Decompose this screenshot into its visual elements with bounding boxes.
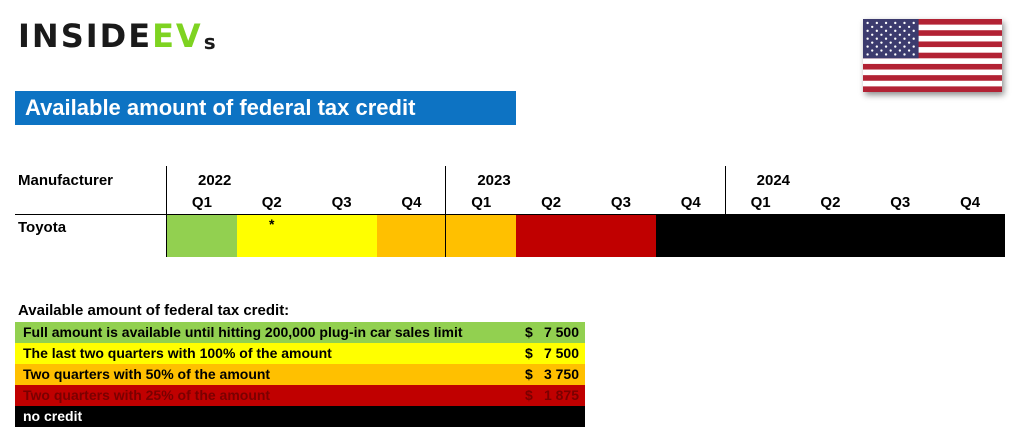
us-flag-icon (863, 19, 1002, 92)
timeline-cell (795, 214, 866, 257)
quarter-label: Q1 (750, 194, 771, 211)
legend-item-amount: 7 500 (543, 324, 579, 340)
timeline-cell (376, 214, 447, 257)
quarter-label: Q2 (820, 194, 841, 211)
quarter-label: Q4 (401, 194, 422, 211)
logo-inside-text: INSIDE (18, 17, 153, 55)
quarter-label: Q1 (471, 194, 492, 211)
timeline-cell (306, 214, 377, 257)
quarter-label: Q3 (610, 194, 631, 211)
legend-item-currency: $ (525, 324, 533, 340)
quarter-label: Q2 (261, 194, 282, 211)
legend-item-label: The last two quarters with 100% of the a… (23, 345, 332, 361)
legend-item-currency: $ (525, 387, 533, 403)
tax-credit-timeline: Manufacturer Toyota 2022 2023 2024 Q1 Q2 Q3 Q4… (0, 160, 1024, 270)
year-label-2024: 2024 (756, 172, 791, 189)
logo-s-text: s (203, 30, 218, 54)
timeline-cell (236, 214, 308, 257)
legend-item-label: Two quarters with 50% of the amount (23, 366, 271, 382)
cell-note: * (269, 216, 275, 232)
year-label-2023: 2023 (477, 172, 511, 189)
timeline-cell (935, 214, 1006, 257)
timeline-cell (446, 214, 517, 257)
column-header-manufacturer: Manufacturer (18, 172, 114, 189)
legend-title: Available amount of federal tax credit: (18, 302, 290, 319)
quarter-label: Q2 (541, 194, 562, 211)
legend-item-twenty-five: Two quarters with 25% of the amount $1 87… (15, 385, 585, 406)
legend-item-fifty: Two quarters with 50% of the amount $3 75… (15, 364, 585, 385)
year-divider (724, 166, 726, 257)
quarter-label: Q4 (960, 194, 981, 211)
legend-item-amount: 3 750 (543, 366, 579, 382)
year-label-2022: 2022 (198, 172, 232, 189)
quarter-label: Q3 (331, 194, 352, 211)
timeline-cell (725, 214, 796, 257)
quarter-label: Q4 (680, 194, 701, 211)
year-divider (445, 166, 447, 257)
legend-item-currency: $ (525, 345, 533, 361)
timeline-cell (865, 214, 936, 257)
page-title: Available amount of federal tax credit (15, 91, 516, 125)
legend-item-last-two: The last two quarters with 100% of the a… (15, 343, 585, 364)
quarter-label: Q3 (890, 194, 911, 211)
year-divider (166, 166, 167, 257)
timeline-cell (586, 214, 657, 257)
timeline-cell (516, 214, 587, 257)
legend-item-label: Full amount is available until hitting 2… (23, 324, 463, 340)
legend-item-label: Two quarters with 25% of the amount (23, 387, 271, 403)
logo-ev-text: EV (152, 17, 203, 55)
legend-item-amount: 7 500 (543, 345, 579, 361)
quarter-label: Q1 (191, 194, 212, 211)
header-divider (15, 214, 1005, 215)
row-label-toyota: Toyota (18, 219, 67, 236)
legend-item-currency: $ (525, 366, 533, 382)
legend: Full amount is available until hitting 2… (15, 322, 585, 427)
timeline-cell (167, 214, 238, 257)
timeline-cell (655, 214, 727, 257)
legend-item-amount: 1 875 (543, 387, 579, 403)
legend-item-full: Full amount is available until hitting 2… (15, 322, 585, 343)
legend-item-label: no credit (23, 408, 83, 424)
legend-item-none: no credit (15, 406, 585, 427)
insideevs-logo: INSIDE EV s (18, 16, 218, 52)
